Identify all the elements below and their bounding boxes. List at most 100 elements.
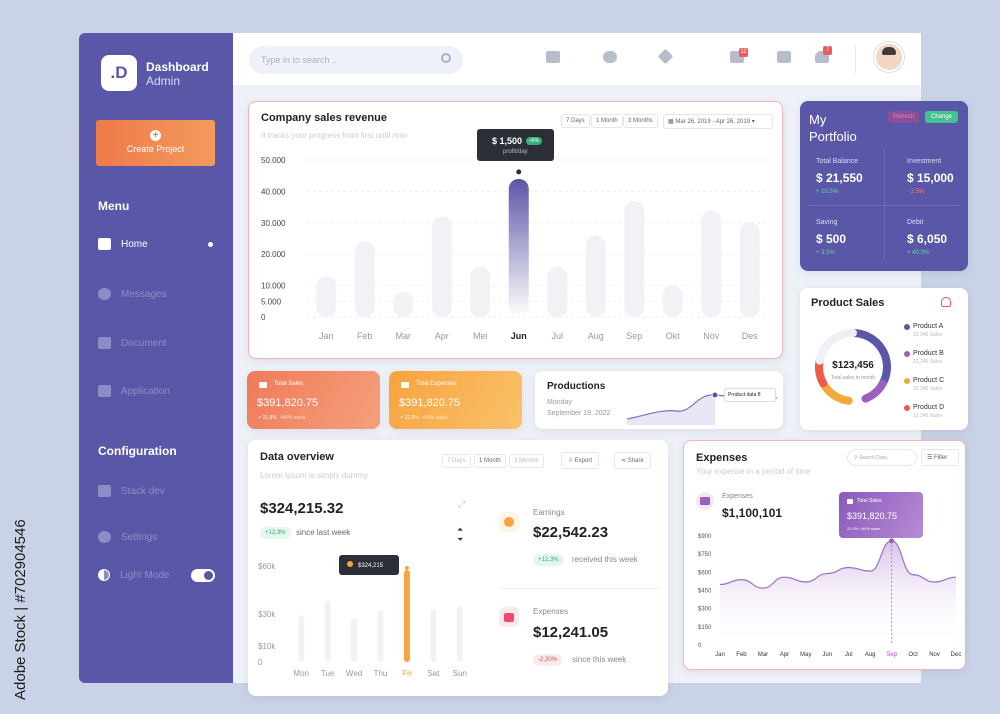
bar-jul: [547, 266, 568, 317]
bar-thu: [377, 610, 384, 662]
search-data-placeholder: Search Data: [859, 455, 887, 461]
contacts-icon[interactable]: [777, 51, 791, 63]
divider: [500, 588, 660, 589]
date-range-select[interactable]: ▦ Mar 26, 2019 - Apr 26, 2019 ▾: [663, 114, 773, 129]
x-tick-label: Mon: [293, 669, 309, 678]
x-tick-label: Jan: [715, 652, 725, 658]
stat-change: + 3.5%: [816, 250, 835, 256]
database-icon[interactable]: [603, 51, 617, 63]
earnings-value: $22,542.23: [533, 524, 609, 541]
sidebar-item-settings[interactable]: Settings: [98, 531, 157, 543]
y-tick-label: 0: [258, 658, 263, 667]
x-tick-label: Oct: [908, 652, 918, 658]
search-input[interactable]: Type in to search ..: [249, 46, 463, 74]
legend-product-b: Product B 12,346 Sales: [904, 350, 944, 365]
y-tick-label: 5.000: [261, 297, 282, 306]
card-day: Monday: [547, 399, 572, 406]
window-icon[interactable]: [546, 51, 560, 63]
card-change: ↗ 21,9% +84% sales: [257, 415, 306, 421]
sidebar-item-stack-dev[interactable]: Stack dev: [98, 485, 165, 497]
card-subtitle: It tracks your progress from first until…: [261, 131, 408, 140]
card-note: +84% sales: [279, 415, 306, 421]
range-3-months[interactable]: 3 Months: [509, 454, 544, 468]
tooltip-change: +8%: [526, 137, 543, 145]
total-expenses-card: Total Expenses $391,820.75 ↗ 21,9% +84% …: [389, 371, 522, 429]
alert-bell-icon[interactable]: [941, 297, 951, 307]
search-data-input[interactable]: ⚲ Search Data: [847, 449, 917, 466]
x-tick-label: Apr: [780, 652, 789, 658]
x-tick-label: Jul: [551, 331, 563, 341]
range-1-month[interactable]: 1 Month: [591, 114, 623, 128]
layers-icon[interactable]: [657, 48, 674, 65]
donut-value: $123,456: [832, 360, 874, 371]
light-mode-toggle[interactable]: [191, 569, 215, 582]
sidebar-item-messages[interactable]: Messages: [98, 288, 167, 300]
portfolio-card: My Portfolio Refresh Change Total Balanc…: [800, 101, 968, 271]
stat-value: $ 15,000: [907, 171, 954, 185]
card-title: Expenses: [696, 452, 748, 464]
sort-icon[interactable]: ⏶ ⏷: [457, 525, 464, 544]
configuration-heading: Configuration: [98, 444, 177, 458]
range-7-days[interactable]: 7 Days: [561, 114, 590, 128]
y-tick-label: 0: [261, 313, 266, 322]
chevron-down-icon: ▾: [750, 119, 755, 125]
legend-product-a: Product A 12,346 Sales: [904, 323, 944, 338]
search-icon: [441, 53, 451, 63]
card-change: ↗ 21,9% +84% sales: [399, 415, 448, 421]
portfolio-title-line: My: [809, 112, 827, 127]
export-button[interactable]: ⇩ Export: [561, 452, 600, 469]
legend-product-c: Product C 12,346 Sales: [904, 377, 944, 392]
sidebar-item-label: Home: [121, 238, 148, 250]
mail-badge: 11: [739, 48, 748, 57]
expenses-label: Expenses: [533, 607, 569, 616]
x-tick-label: Apr: [435, 331, 449, 341]
expenses-line: [719, 540, 957, 589]
coin-icon: [504, 517, 514, 527]
stat-debit: Debit $ 6,050 + 40.3%: [907, 219, 947, 256]
sidebar-item-document[interactable]: Document: [98, 337, 167, 349]
bar-okt: [662, 285, 683, 317]
card-value: $391,820.75: [257, 397, 319, 409]
tip-note: 21.9% +84% sales: [847, 526, 881, 531]
x-tick-label: Feb: [736, 652, 747, 658]
x-tick-label: Mar: [758, 652, 768, 658]
productions-card: Productions Monday September 19, 2022 Pr…: [535, 371, 783, 429]
expenses-icon: [499, 607, 519, 627]
range-3-months[interactable]: 3 Months: [623, 114, 658, 128]
card-note: +84% sales: [421, 415, 448, 421]
range-1-month[interactable]: 1 Month: [474, 454, 506, 468]
message-icon: [98, 288, 111, 300]
sales-tooltip: $ 1,500 +8% profit/day: [477, 129, 554, 161]
create-project-label: Create Project: [126, 144, 185, 154]
y-tick-label: $150: [698, 625, 712, 631]
bar-fri: [403, 570, 410, 662]
x-tick-label: Jun: [822, 652, 832, 658]
x-tick-label: Jun: [511, 331, 527, 341]
filter-button[interactable]: ☰ Filter: [921, 449, 959, 466]
legend-label: Product A: [913, 323, 944, 330]
sidebar-item-application[interactable]: Application: [98, 385, 170, 397]
share-button[interactable]: ⋖ Share: [614, 452, 651, 469]
avatar[interactable]: [874, 42, 904, 72]
create-project-button[interactable]: + Create Project: [96, 120, 215, 166]
stock-watermark: Adobe Stock | #702904546: [12, 519, 29, 700]
x-tick-label: Wed: [346, 669, 362, 678]
x-tick-label: Nov: [929, 652, 940, 658]
contrast-icon: [98, 569, 110, 581]
expand-icon[interactable]: ⤢: [458, 499, 466, 509]
expenses-card: Expenses Your expense in a period of tim…: [683, 440, 966, 670]
y-tick-label: 10.000: [261, 282, 286, 291]
export-label: Export: [574, 458, 593, 464]
calendar-icon: ▦: [668, 119, 676, 125]
change-button[interactable]: Change: [925, 111, 959, 123]
card-subtitle: Lorem Ipsum is simply dummy: [260, 471, 369, 480]
wallet-icon: [259, 382, 267, 388]
sidebar-item-home[interactable]: Home: [98, 238, 148, 250]
range-7-days[interactable]: 7 Days: [442, 454, 471, 468]
card-subtitle: Your expense in a period of time: [696, 467, 811, 476]
stat-total-balance: Total Balance $ 21,550 + 10.5%: [816, 158, 863, 195]
sidebar-item-label: Light Mode: [120, 569, 170, 581]
refresh-button[interactable]: Refresh: [888, 111, 920, 123]
x-tick-label: Des: [742, 331, 759, 341]
legend-sub: 12,346 Sales: [913, 332, 943, 338]
